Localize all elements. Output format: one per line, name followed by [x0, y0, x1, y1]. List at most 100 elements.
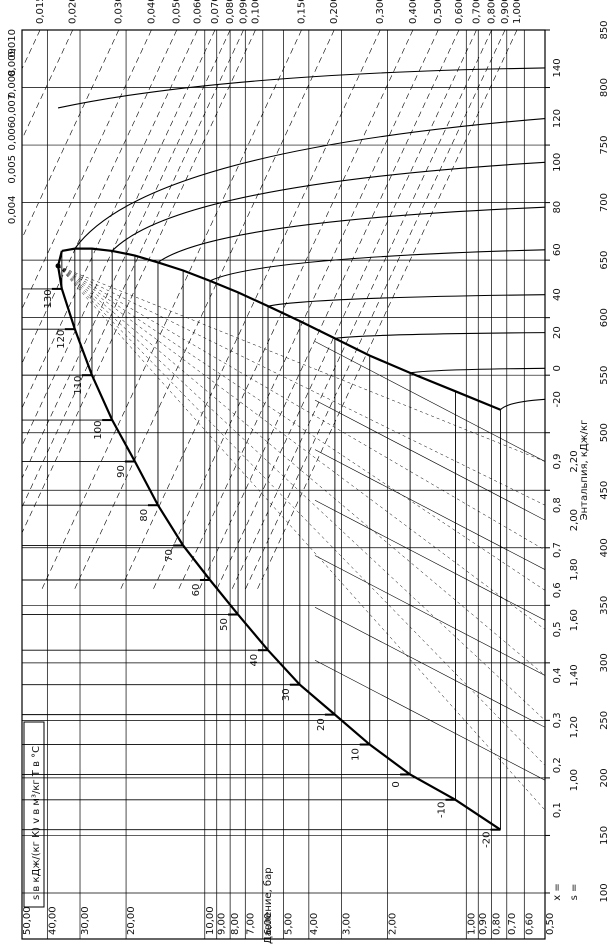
isochore-label: 0,900 — [500, 0, 511, 24]
isochore — [152, 30, 414, 591]
h-tick-label: 300 — [599, 653, 610, 672]
isotherm-label: 30 — [281, 688, 292, 701]
isochore-label: 0,100 — [250, 0, 261, 24]
isochore-label: 0,010 — [7, 29, 18, 58]
p-tick-label: 0,70 — [507, 913, 518, 935]
quality-tick-label: 0,9 — [552, 454, 563, 470]
isochore — [41, 30, 302, 591]
p-tick-label: 0,60 — [524, 913, 535, 935]
isotherm-label: 120 — [56, 330, 67, 349]
p-tick-label: 4,00 — [309, 913, 320, 935]
h-tick-label: 250 — [599, 711, 610, 730]
entropy-tick-label: 2,20 — [569, 450, 580, 472]
isochore-label: 0,800 — [487, 0, 498, 24]
isotherm-vapor — [57, 67, 545, 109]
isochore-label: 0,080 — [225, 0, 236, 24]
isochore — [22, 30, 231, 479]
p-tick-label: 5,00 — [284, 913, 295, 935]
temperature-scale-label: 40 — [552, 288, 563, 301]
isotherm-label: 10 — [351, 748, 362, 761]
h-tick-label: 500 — [599, 423, 610, 442]
h-tick-label: 100 — [599, 883, 610, 902]
quality-line — [57, 265, 545, 506]
p-tick-label: 0,80 — [492, 913, 503, 935]
isochore-label: 0,700 — [471, 0, 482, 24]
isochore — [256, 30, 518, 591]
isochore — [22, 30, 256, 534]
isochore-label: 0,060 — [192, 0, 203, 24]
quality-line — [57, 265, 545, 630]
h-axis-title: Энтальпия, кДж/кг — [579, 420, 590, 521]
p-tick-label: 20,00 — [126, 906, 137, 935]
entropy-tick-label: 1,80 — [569, 559, 580, 581]
h-tick-label: 400 — [599, 538, 610, 557]
entropy-tick-label: 1,20 — [569, 716, 580, 738]
h-tick-label: 850 — [599, 20, 610, 39]
isochore-label: 0,150 — [297, 0, 308, 24]
p-tick-label: 8,00 — [230, 913, 241, 935]
isotherm-label: 90 — [116, 465, 127, 478]
p-tick-label: 40,00 — [47, 906, 58, 935]
isochore-label: 0,020 — [68, 0, 79, 24]
quality-tick-label: 0,8 — [552, 497, 563, 513]
isochore-label: 0,070 — [210, 0, 221, 24]
isochore-label: 0,004 — [7, 196, 18, 225]
quality-line — [57, 265, 545, 591]
isochore — [22, 30, 198, 409]
isochore — [119, 30, 381, 591]
critical-point — [55, 263, 61, 269]
h-tick-label: 800 — [599, 78, 610, 97]
p-tick-label: 9,00 — [217, 913, 228, 935]
h-tick-label: 600 — [599, 308, 610, 327]
quality-tick-label: 0,3 — [552, 712, 563, 728]
h-tick-label: 350 — [599, 596, 610, 615]
isotherm-vapor — [209, 249, 546, 282]
isotherm-vapor — [157, 206, 546, 263]
isochore-label: 0,050 — [172, 0, 183, 24]
isochore — [216, 30, 477, 591]
isotherm-vapor — [334, 332, 546, 339]
isotherm-label: 0 — [391, 781, 402, 787]
isotherm-label: 80 — [139, 509, 150, 522]
quality-line — [57, 265, 545, 721]
isochore — [231, 30, 492, 591]
legend-box — [23, 721, 45, 908]
p-tick-label: 1,00 — [466, 913, 477, 935]
entropy-tick-label: 2,00 — [569, 509, 580, 531]
isochore-label: 0,015 — [35, 0, 46, 24]
p-tick-label: 2,00 — [388, 913, 399, 935]
isotherm-vapor — [111, 161, 546, 252]
isochore-label: 0,200 — [329, 0, 340, 24]
isochore-label: 0,040 — [146, 0, 157, 24]
saturated-vapor-line — [61, 247, 501, 411]
isotherm-label: 130 — [43, 289, 54, 308]
isotherm-label: 100 — [93, 421, 104, 440]
quality-tick-label: 0,5 — [552, 622, 563, 638]
quality-line — [57, 265, 545, 551]
temperature-scale-label: 100 — [552, 153, 563, 172]
isotherm-vapor — [74, 118, 546, 249]
critical-cap — [56, 250, 63, 290]
isochore-label: 0,009 — [7, 48, 18, 77]
temperature-scale-label: 80 — [552, 201, 563, 214]
isochore-label: 1,000 — [512, 0, 523, 24]
isochore — [22, 30, 120, 240]
p-tick-label: 0,50 — [545, 913, 556, 935]
isochore-label: 0,008 — [7, 70, 18, 99]
isochore — [22, 30, 178, 365]
isotherm-vapor — [410, 367, 546, 374]
isotherm-label: 20 — [316, 718, 327, 731]
temperature-scale-label: 0 — [552, 365, 563, 371]
isotherm-label: 60 — [191, 584, 202, 597]
isochore-label: 0,006 — [7, 122, 18, 151]
h-tick-label: 200 — [599, 768, 610, 787]
entropy-tick-label: 1,60 — [569, 609, 580, 631]
quality-tick-label: 0,6 — [552, 582, 563, 598]
quality-tick-label: 0,4 — [552, 668, 563, 684]
p-tick-label: 50,00 — [22, 906, 33, 935]
p-tick-label: 30,00 — [80, 906, 91, 935]
isochore — [22, 30, 73, 140]
p-axis-title: Давление, бар — [263, 867, 274, 944]
isotherm-label: -20 — [481, 832, 492, 848]
